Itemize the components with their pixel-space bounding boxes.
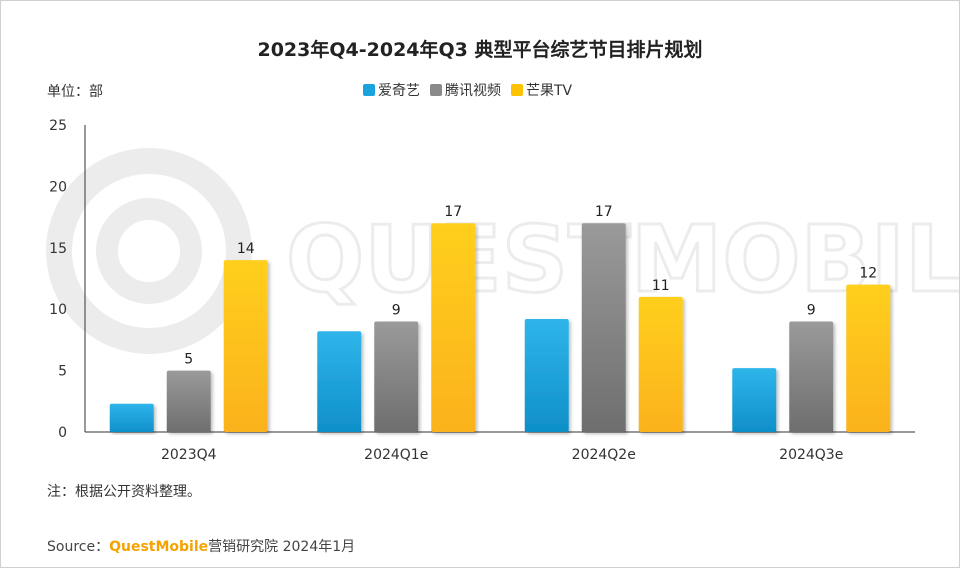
- legend-label-mango: 芒果TV: [526, 83, 573, 99]
- y-tick-label: 20: [49, 179, 67, 195]
- bar-mango-0: [223, 260, 268, 432]
- note: 注：根据公开资料整理。: [47, 484, 201, 500]
- unit-label: 单位：部: [47, 84, 103, 100]
- source: Source：QuestMobile营销研究院 2024年1月: [47, 536, 355, 556]
- y-tick-label: 10: [49, 302, 67, 318]
- y-tick-label: 15: [49, 241, 67, 257]
- x-tick-label: 2024Q3e: [779, 447, 843, 463]
- data-label-tencent-0: 5: [184, 352, 193, 368]
- legend-swatch-mango: [511, 84, 523, 96]
- watermark-logo: QUESTMOBILE: [46, 148, 959, 354]
- x-tick-label: 2024Q1e: [364, 447, 428, 463]
- bar-iqiyi-0: [109, 403, 154, 432]
- data-label-mango-1: 17: [444, 204, 462, 220]
- bar-mango-3: [846, 284, 891, 432]
- legend-item-tencent: 腾讯视频: [430, 80, 501, 100]
- y-tick-label: 0: [58, 425, 67, 441]
- bars: 5 14 9 17 17 11 9 12: [109, 204, 891, 432]
- bar-iqiyi-1: [317, 331, 362, 432]
- bar-tencent-0: [166, 370, 211, 432]
- bar-mango-2: [638, 296, 683, 432]
- legend-item-mango: 芒果TV: [511, 80, 572, 100]
- bar-iqiyi-2: [524, 319, 569, 432]
- x-tick-label: 2024Q2e: [572, 447, 636, 463]
- bar-tencent-2: [581, 223, 626, 432]
- source-suffix: 营销研究院 2024年1月: [208, 539, 356, 555]
- legend-label-tencent: 腾讯视频: [445, 83, 501, 99]
- data-label-tencent-3: 9: [807, 302, 816, 318]
- axes: 0 5 10 15 20 25 2023Q4 2024Q1e 2024Q2e 2024Q3e: [49, 118, 915, 463]
- data-label-mango-0: 14: [237, 241, 255, 257]
- data-label-mango-2: 11: [652, 278, 670, 294]
- y-tick-label: 5: [58, 364, 67, 380]
- legend-swatch-iqiyi: [363, 84, 375, 96]
- x-tick-label: 2023Q4: [161, 447, 217, 463]
- data-label-tencent-2: 17: [595, 204, 613, 220]
- legend: 爱奇艺 腾讯视频 芒果TV: [363, 80, 572, 100]
- data-label-tencent-1: 9: [392, 302, 401, 318]
- data-label-mango-3: 12: [859, 266, 877, 282]
- chart-title: 2023年Q4-2024年Q3 典型平台综艺节目排片规划: [257, 39, 703, 61]
- legend-label-iqiyi: 爱奇艺: [378, 83, 420, 99]
- bar-iqiyi-3: [732, 368, 777, 432]
- source-prefix: Source：: [47, 539, 110, 555]
- source-brand: QuestMobile: [109, 539, 209, 555]
- bar-tencent-1: [374, 321, 419, 432]
- legend-swatch-tencent: [430, 84, 442, 96]
- bar-tencent-3: [789, 321, 834, 432]
- legend-item-iqiyi: 爱奇艺: [363, 80, 420, 100]
- y-tick-label: 25: [49, 118, 67, 134]
- bar-mango-1: [431, 223, 476, 432]
